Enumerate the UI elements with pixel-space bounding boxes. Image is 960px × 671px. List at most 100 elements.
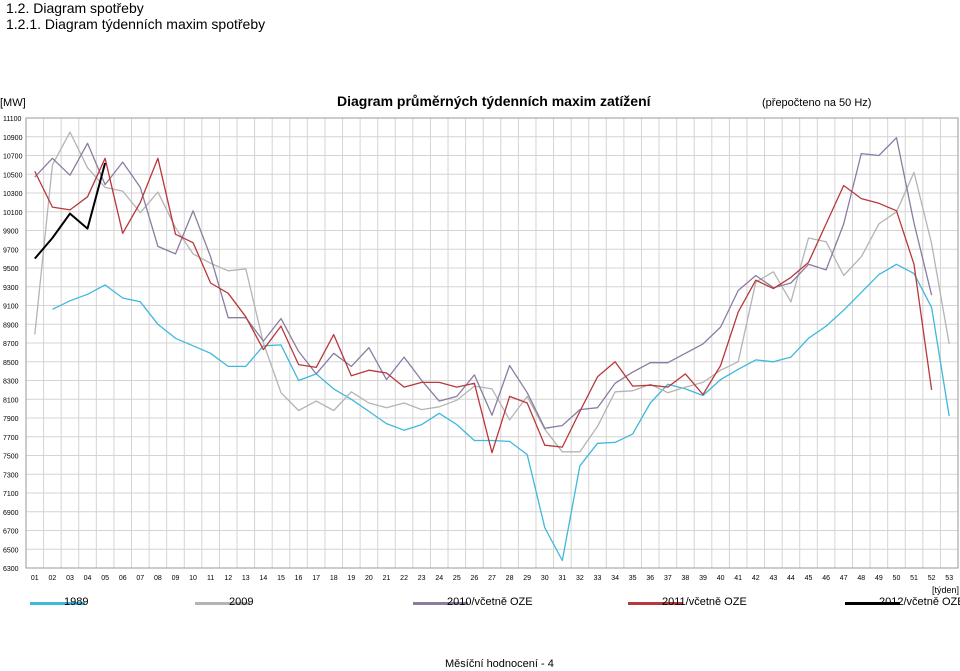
y-tick-label: 8900	[3, 322, 19, 329]
x-tick-label: 24	[435, 575, 443, 582]
x-tick-label: 17	[312, 575, 320, 582]
y-tick-label: 7700	[3, 435, 19, 442]
legend-label-2012: 2012/včetně OZE	[879, 596, 960, 608]
y-tick-label: 10900	[3, 135, 23, 142]
x-tick-label: 39	[699, 575, 707, 582]
y-tick-label: 7100	[3, 491, 19, 498]
x-tick-label: 45	[805, 575, 813, 582]
page-footer: Měsíční hodnocení - 4	[445, 658, 554, 670]
y-tick-label: 9900	[3, 229, 19, 236]
x-tick-label: 31	[558, 575, 566, 582]
x-tick-label: 35	[629, 575, 637, 582]
x-tick-label: 03	[66, 575, 74, 582]
y-axis-unit: [MW]	[0, 97, 26, 109]
x-tick-label: 46	[822, 575, 830, 582]
x-tick-label: 51	[910, 575, 918, 582]
x-tick-label: 14	[259, 575, 267, 582]
y-tick-label: 7900	[3, 416, 19, 423]
x-tick-label: 42	[752, 575, 760, 582]
x-tick-label: 23	[418, 575, 426, 582]
legend-label-2011: 2011/včetně OZE	[662, 596, 747, 608]
x-tick-label: 41	[734, 575, 742, 582]
y-tick-label: 6700	[3, 529, 19, 536]
x-tick-label: 16	[295, 575, 303, 582]
x-tick-label: 43	[769, 575, 777, 582]
legend-swatch-2011	[628, 602, 683, 605]
legend-swatch-2010	[413, 602, 468, 605]
y-tick-label: 7300	[3, 472, 19, 479]
x-tick-label: 34	[611, 575, 619, 582]
x-tick-label: 04	[84, 575, 92, 582]
x-tick-label: 53	[945, 575, 953, 582]
x-tick-label: 38	[682, 575, 690, 582]
x-tick-label: 02	[48, 575, 56, 582]
legend-item-2009: 2009	[195, 596, 345, 610]
x-tick-label: 21	[383, 575, 391, 582]
y-tick-label: 6300	[3, 566, 19, 573]
x-tick-label: 11	[207, 575, 214, 582]
y-tick-label: 9700	[3, 247, 19, 254]
x-tick-label: 27	[488, 575, 496, 582]
x-tick-label: 29	[523, 575, 531, 582]
series-line-0	[52, 263, 950, 562]
y-tick-label: 6900	[3, 510, 19, 517]
x-tick-label: 09	[172, 575, 180, 582]
chart-subtitle: (přepočteno na 50 Hz)	[762, 97, 872, 109]
x-tick-label: 28	[506, 575, 514, 582]
x-tick-label: 48	[857, 575, 865, 582]
x-tick-label: 32	[576, 575, 584, 582]
x-tick-label: 26	[471, 575, 479, 582]
y-tick-label: 7500	[3, 454, 19, 461]
series-line-2	[34, 137, 933, 429]
y-tick-label: 10300	[3, 191, 23, 198]
y-tick-label: 8100	[3, 397, 19, 404]
x-tick-label: 06	[119, 575, 127, 582]
x-tick-label: 30	[541, 575, 549, 582]
legend-item-2012: 2012/včetně OZE	[845, 596, 960, 610]
x-tick-label: 19	[347, 575, 355, 582]
x-tick-label: 13	[242, 575, 250, 582]
legend-label-1989: 1989	[64, 596, 89, 608]
y-tick-label: 8500	[3, 360, 19, 367]
legend-swatch-1989	[30, 602, 85, 605]
y-tick-label: 10700	[3, 154, 23, 161]
x-tick-label: 10	[189, 575, 197, 582]
series-line-3	[34, 157, 933, 454]
x-tick-label: 08	[154, 575, 162, 582]
y-tick-label: 10100	[3, 210, 23, 217]
legend-item-2011: 2011/včetně OZE	[628, 596, 798, 610]
subsection-heading: 1.2.1. Diagram týdenních maxim spotřeby	[6, 16, 266, 32]
legend-label-2010: 2010/včetně OZE	[447, 596, 533, 608]
legend-swatch-2009	[195, 602, 250, 605]
y-tick-label: 8300	[3, 379, 19, 386]
section-heading: 1.2. Diagram spotřeby	[6, 0, 144, 16]
legend-item-1989: 1989	[30, 596, 180, 610]
x-tick-label: 01	[31, 575, 39, 582]
x-tick-label: 52	[928, 575, 936, 582]
legend-item-2010: 2010/včetně OZE	[413, 596, 583, 610]
y-tick-label: 6500	[3, 547, 19, 554]
x-tick-label: 12	[224, 575, 232, 582]
x-tick-label: 44	[787, 575, 795, 582]
x-tick-label: 15	[277, 575, 285, 582]
x-tick-label: 20	[365, 575, 373, 582]
legend-label-2009: 2009	[229, 596, 254, 608]
y-tick-label: 11100	[3, 116, 22, 123]
legend-swatch-2012	[845, 602, 900, 605]
x-tick-label: 47	[840, 575, 848, 582]
x-tick-label: 50	[893, 575, 901, 582]
x-tick-label: 40	[717, 575, 725, 582]
series-line-4	[34, 162, 107, 260]
x-tick-label: 37	[664, 575, 672, 582]
plot-area-border	[25, 117, 959, 569]
series-line-1	[34, 131, 950, 453]
chart-title: Diagram průměrných týdenních maxim zatíž…	[337, 93, 651, 109]
y-tick-label: 9300	[3, 285, 19, 292]
x-tick-label: 05	[101, 575, 109, 582]
x-axis-unit: [týden]	[932, 585, 960, 595]
x-tick-label: 49	[875, 575, 883, 582]
x-tick-label: 33	[594, 575, 602, 582]
x-tick-label: 22	[400, 575, 408, 582]
x-tick-label: 25	[453, 575, 461, 582]
